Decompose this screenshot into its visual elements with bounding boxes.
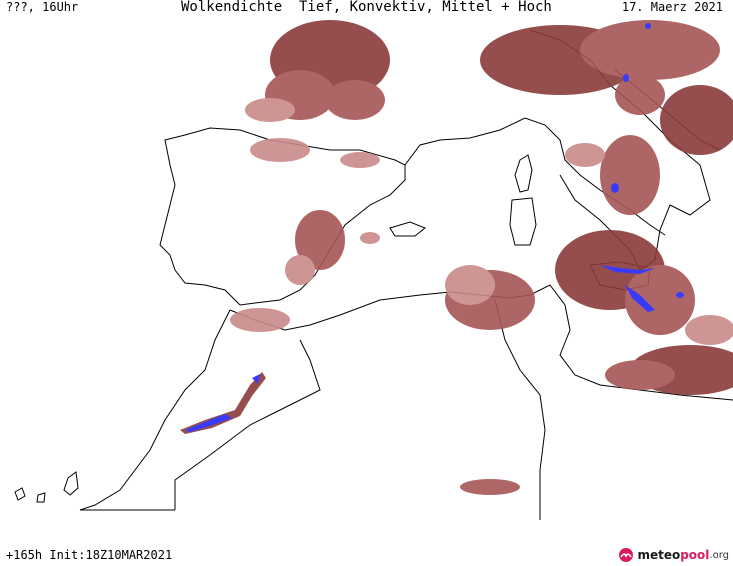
sardinia (509, 197, 537, 246)
border-1 (174, 339, 321, 510)
morocco-coast (79, 309, 231, 511)
corsica (514, 154, 533, 193)
balearics (389, 221, 426, 237)
forecast-date: 17. Maerz 2021 (621, 0, 723, 14)
canary-1 (63, 471, 79, 496)
convective-layer (185, 23, 684, 432)
canary-3 (36, 492, 46, 503)
logo-text-pool: pool (680, 548, 710, 562)
run-label: ???, 16Uhr (6, 0, 79, 14)
forecast-init: +165h Init:18Z10MAR2021 (6, 548, 173, 562)
logo-text-meteo: meteo (637, 548, 681, 562)
meteopool-logo-icon (619, 548, 634, 562)
cloud-cover-layer (180, 20, 733, 495)
logo-text-org: .org (709, 549, 729, 561)
map-title: Wolkendichte Tief, Konvektiv, Mittel + H… (181, 0, 552, 15)
canary-2 (14, 487, 26, 501)
meteopool-logo[interactable]: meteo pool .org (618, 547, 729, 563)
cloud-map (14, 20, 733, 520)
border-2 (494, 299, 546, 520)
